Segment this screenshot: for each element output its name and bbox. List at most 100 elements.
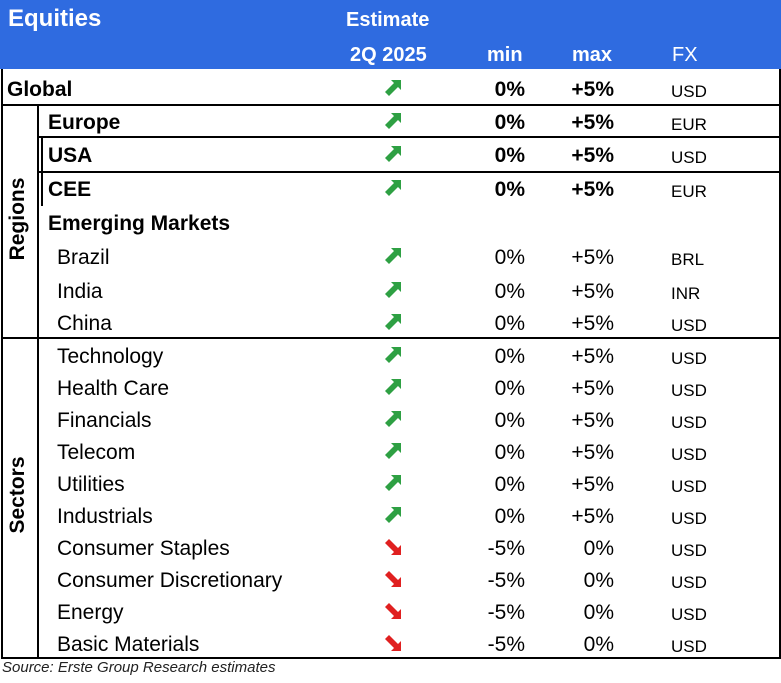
fx-currency: USD: [671, 316, 707, 335]
max-value: +5%: [571, 111, 614, 134]
min-value: 0%: [494, 409, 525, 432]
max-value: +5%: [571, 312, 614, 335]
table-row: Basic Materials -5% 0% USD: [0, 630, 781, 662]
fx-currency: USD: [671, 413, 707, 432]
fx-currency: USD: [671, 541, 707, 560]
arrow-up-right-icon: [385, 379, 401, 395]
divider: [37, 104, 39, 657]
min-value: 0%: [494, 178, 525, 201]
table-row: Consumer Discretionary -5% 0% USD: [0, 566, 781, 598]
max-value: 0%: [583, 537, 614, 560]
arrow-up-right-icon: [385, 507, 401, 523]
table-row: Energy -5% 0% USD: [0, 598, 781, 630]
arrow-down-right-icon: [385, 603, 401, 619]
arrow-up-right-icon: [385, 80, 401, 96]
max-value: 0%: [583, 601, 614, 624]
max-value: 0%: [583, 569, 614, 592]
row-label: Consumer Staples: [57, 537, 230, 560]
arrow-up-right-icon: [385, 248, 401, 264]
fx-currency: USD: [671, 477, 707, 496]
arrow-up-right-icon: [385, 282, 401, 298]
max-value: +5%: [571, 280, 614, 303]
table-row: Technology 0% +5% USD: [0, 342, 781, 374]
table-row: Consumer Staples -5% 0% USD: [0, 534, 781, 566]
row-label: Emerging Markets: [48, 212, 231, 235]
row-label: Utilities: [57, 473, 125, 496]
row-label: Basic Materials: [57, 633, 200, 656]
table-row: Europe 0% +5% EUR: [0, 108, 781, 140]
fx-currency: USD: [671, 605, 707, 624]
max-value: +5%: [571, 178, 614, 201]
max-header: max: [572, 44, 613, 66]
min-value: 0%: [494, 78, 525, 101]
table-row: CEE 0% +5% EUR: [0, 175, 781, 207]
arrow-up-right-icon: [385, 146, 401, 162]
row-label: Technology: [57, 345, 164, 368]
table-header: Equities Estimate 2Q 2025 min max FX: [0, 0, 781, 69]
fx-currency: USD: [671, 349, 707, 368]
row-label: Financials: [57, 409, 152, 432]
table-body: [1, 69, 781, 659]
arrow-up-right-icon: [385, 443, 401, 459]
table-row: Health Care 0% +5% USD: [0, 374, 781, 406]
fx-currency: USD: [671, 381, 707, 400]
divider: [1, 104, 779, 106]
divider: [39, 171, 779, 173]
min-value: 0%: [494, 144, 525, 167]
min-value: 0%: [494, 312, 525, 335]
fx-currency: USD: [671, 445, 707, 464]
min-value: -5%: [487, 537, 525, 560]
arrow-up-right-icon: [385, 411, 401, 427]
fx-currency: USD: [671, 148, 707, 167]
fx-currency: BRL: [671, 250, 705, 269]
max-value: +5%: [571, 144, 614, 167]
table-row: India 0% +5% INR: [0, 277, 781, 309]
row-label: Brazil: [57, 246, 110, 269]
min-value: 0%: [494, 377, 525, 400]
table-row: Industrials 0% +5% USD: [0, 502, 781, 534]
divider: [39, 136, 779, 138]
max-value: +5%: [571, 505, 614, 528]
row-label: Consumer Discretionary: [57, 569, 283, 592]
row-label: USA: [48, 144, 93, 167]
divider: [41, 136, 43, 206]
row-label: Health Care: [57, 377, 170, 400]
max-value: +5%: [571, 246, 614, 269]
row-label: Global: [7, 78, 73, 101]
arrow-down-right-icon: [385, 635, 401, 651]
table-row: Telecom 0% +5% USD: [0, 438, 781, 470]
min-value: -5%: [487, 633, 525, 656]
quarter-header: 2Q 2025: [350, 44, 427, 66]
table-row: China 0% +5% USD: [0, 309, 781, 341]
table-row: Emerging Markets: [0, 209, 781, 241]
row-label: CEE: [48, 178, 92, 201]
min-value: 0%: [494, 505, 525, 528]
row-label: India: [57, 280, 103, 303]
arrow-up-right-icon: [385, 113, 401, 129]
max-value: +5%: [571, 345, 614, 368]
arrow-down-right-icon: [385, 571, 401, 587]
row-label: Industrials: [57, 505, 153, 528]
min-value: 0%: [494, 345, 525, 368]
max-value: 0%: [583, 633, 614, 656]
table-row: Global 0% +5% USD: [0, 75, 781, 107]
max-value: +5%: [571, 473, 614, 496]
table-row: USA 0% +5% USD: [0, 141, 781, 173]
table-title: Equities: [8, 5, 102, 32]
min-value: 0%: [494, 246, 525, 269]
table-row: Financials 0% +5% USD: [0, 406, 781, 438]
source-note: Source: Erste Group Research estimates: [2, 659, 276, 676]
fx-currency: USD: [671, 637, 707, 656]
max-value: +5%: [571, 377, 614, 400]
row-label: Energy: [57, 601, 124, 624]
arrow-up-right-icon: [385, 180, 401, 196]
min-value: 0%: [494, 441, 525, 464]
max-value: +5%: [571, 78, 614, 101]
arrow-down-right-icon: [385, 539, 401, 555]
row-label: Europe: [48, 111, 121, 134]
min-value: 0%: [494, 280, 525, 303]
fx-currency: USD: [671, 509, 707, 528]
fx-currency: USD: [671, 82, 707, 101]
row-label: Telecom: [57, 441, 136, 464]
table-row: Brazil 0% +5% BRL: [0, 243, 781, 275]
